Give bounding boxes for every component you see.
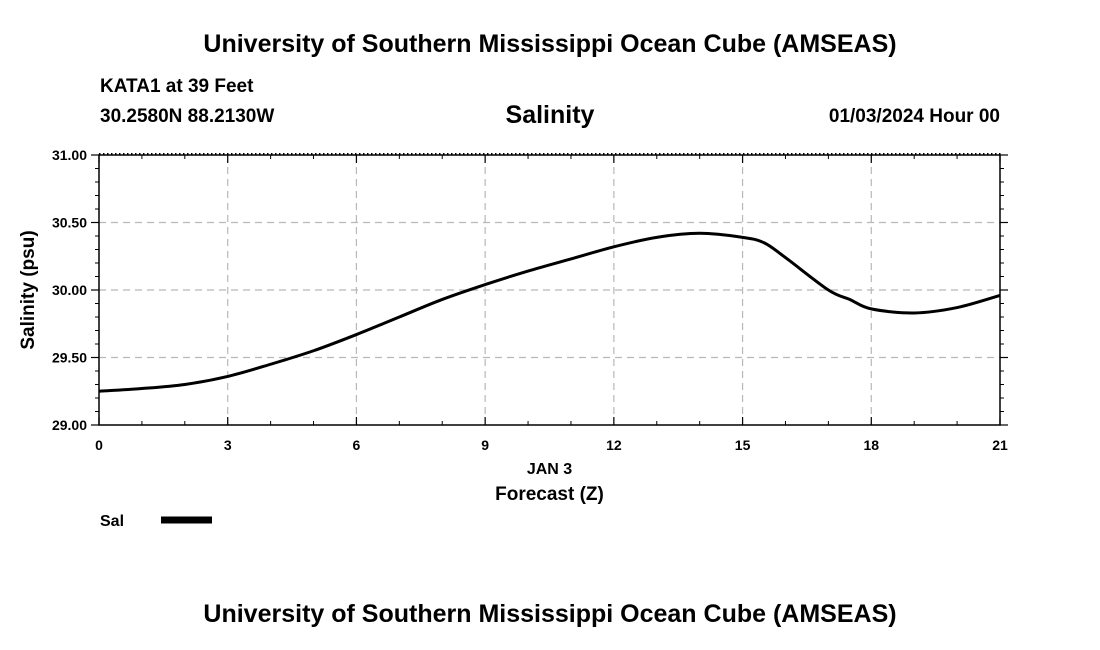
y-tick-label: 30.50	[52, 215, 87, 231]
x-tick-label: 15	[735, 437, 751, 453]
datetime-label: 01/03/2024 Hour 00	[828, 106, 1000, 127]
axis-labels: JAN 3 Forecast (Z) Salinity (psu)	[18, 230, 604, 505]
x-tick-label: 9	[481, 437, 489, 453]
x-axis-date-label: JAN 3	[527, 461, 572, 478]
series-layer	[98, 231, 1001, 393]
x-tick-label: 12	[606, 437, 622, 453]
y-tick-label: 29.00	[52, 417, 87, 433]
y-tick-label: 31.00	[52, 147, 87, 163]
x-tick-label: 0	[95, 437, 103, 453]
x-tick-label: 21	[992, 437, 1008, 453]
y-axis-label: Salinity (psu)	[18, 230, 39, 349]
chart-title: Salinity	[505, 101, 595, 129]
x-axis-label: Forecast (Z)	[495, 484, 604, 505]
x-tick-label: 18	[863, 437, 879, 453]
series-line-sal	[98, 231, 1001, 393]
x-tick-label: 6	[353, 437, 361, 453]
grid	[99, 155, 1000, 425]
coordinates-label: 30.2580N 88.2130W	[100, 106, 275, 127]
y-tick-label: 29.50	[52, 350, 87, 366]
y-tick-label: 30.00	[52, 282, 87, 298]
legend: Sal	[100, 513, 212, 530]
station-label: KATA1 at 39 Feet	[100, 76, 254, 97]
page-title: University of Southern Mississippi Ocean…	[203, 30, 897, 58]
axis-ticks: 0 3 6 9 12 15 18 21 29.00 29.50 30.00 30.50 31.00	[52, 147, 1008, 453]
plot-frame	[98, 154, 1001, 426]
x-tick-label: 3	[224, 437, 232, 453]
salinity-chart: 0 3 6 9 12 15 18 21 29.00 29.50 30.00 30.50 31.00 JA…	[18, 147, 1008, 530]
legend-label: Sal	[100, 513, 124, 530]
footer-title: University of Southern Mississippi Ocean…	[203, 600, 897, 628]
